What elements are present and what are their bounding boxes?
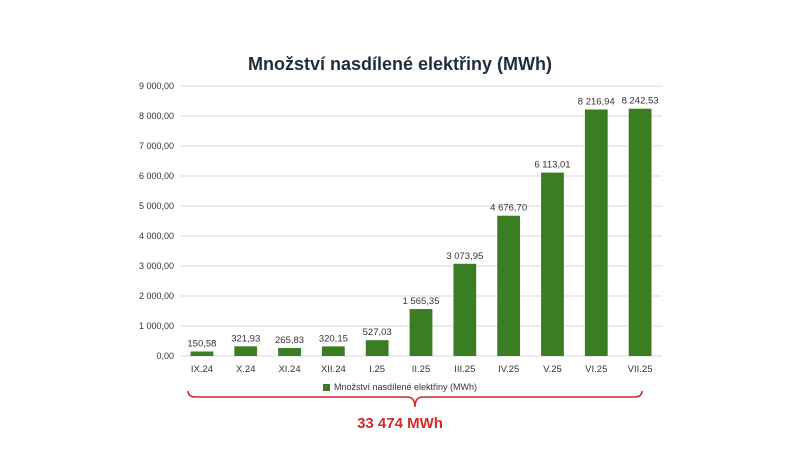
bars (190, 108, 652, 357)
data-label: 150,58 (187, 338, 216, 349)
y-axis-ticks: 0,00 1 000,00 2 000,00 3 000,00 4 000,00 5 00… (139, 81, 174, 361)
x-tick-label: VI.25 (585, 364, 607, 375)
y-tick-label: 5 000,00 (139, 201, 174, 211)
x-tick-label: III.25 (454, 364, 475, 375)
data-label: 8 216,94 (578, 96, 615, 107)
data-label: 527,03 (363, 327, 392, 338)
x-tick-label: V.25 (543, 364, 562, 375)
legend-label: Množství nasdílené elektřiny (MWh) (333, 382, 478, 392)
y-tick-label: 1 000,00 (139, 321, 174, 331)
bar (234, 346, 258, 356)
data-label: 320,15 (319, 333, 348, 344)
x-tick-label: IX.24 (191, 364, 213, 375)
x-tick-label: II.25 (412, 364, 431, 375)
y-tick-label: 7 000,00 (139, 141, 174, 151)
y-tick-label: 3 000,00 (139, 261, 174, 271)
data-label: 1 565,35 (403, 296, 440, 307)
bar (628, 108, 652, 357)
bar (453, 263, 477, 356)
total-annotation: 33 474 MWh (357, 415, 443, 432)
legend-swatch (322, 384, 330, 391)
y-tick-label: 0,00 (156, 351, 174, 361)
y-tick-label: 2 000,00 (139, 291, 174, 301)
data-label: 8 242,53 (622, 96, 659, 107)
y-tick-label: 4 000,00 (139, 231, 174, 241)
total-brace (187, 390, 643, 408)
legend: Množství nasdílené elektřiny (MWh) (0, 382, 800, 392)
x-tick-label: IV.25 (498, 364, 519, 375)
data-label: 6 113,01 (534, 160, 570, 171)
bar (190, 351, 214, 356)
bar (497, 215, 521, 356)
bar (278, 348, 301, 356)
y-tick-label: 6 000,00 (139, 171, 174, 181)
data-label: 3 073,95 (446, 251, 483, 262)
bar (541, 172, 564, 356)
y-tick-label: 8 000,00 (139, 111, 174, 121)
bar (321, 346, 345, 356)
chart-title: Množství nasdílené elektřiny (MWh) (247, 54, 553, 74)
bar (409, 309, 433, 356)
x-tick-label: XI.24 (278, 364, 300, 375)
data-label: 4 676,70 (490, 203, 527, 214)
x-tick-label: X.24 (236, 364, 256, 375)
data-label: 265,83 (275, 335, 304, 346)
x-tick-label: VII.25 (628, 364, 653, 375)
data-label: 321,93 (231, 333, 260, 344)
bar (365, 340, 389, 356)
data-labels: 150,58 321,93 265,83 320,15 527,03 1 565,35 3 … (187, 96, 658, 350)
y-tick-label: 9 000,00 (139, 81, 174, 91)
x-tick-label: XII.24 (321, 364, 346, 375)
x-axis-ticks: IX.24 X.24 XI.24 XII.24 I.25 II.25 III.25 IV.25… (191, 364, 653, 375)
x-tick-label: I.25 (369, 364, 385, 375)
bar (584, 109, 608, 357)
